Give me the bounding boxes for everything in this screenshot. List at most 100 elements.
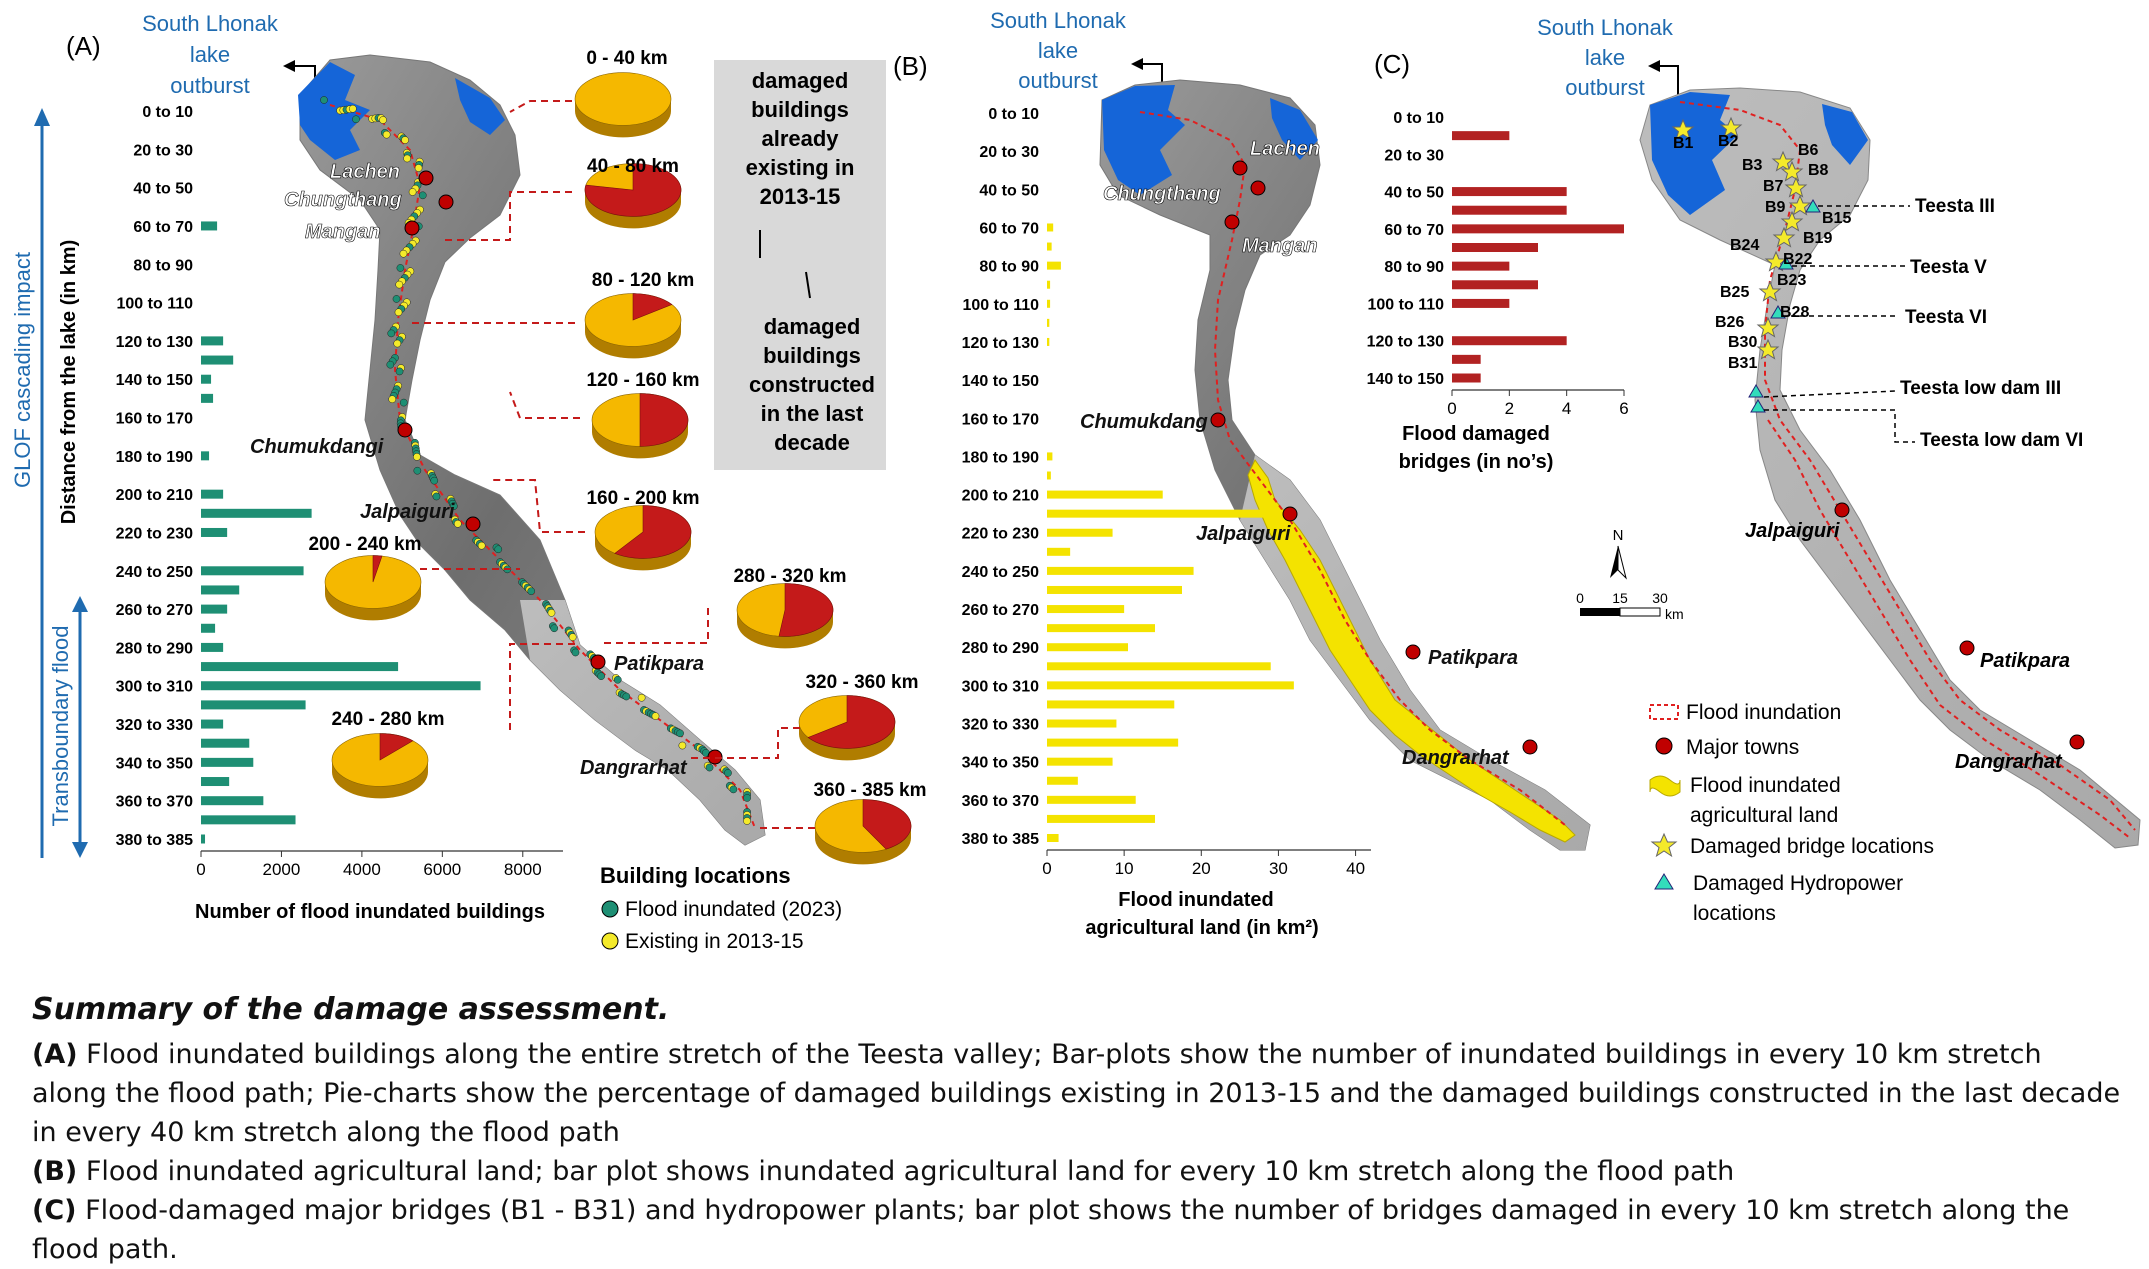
bar-280-to-290 — [1047, 643, 1128, 652]
y-tick-label: 140 to 150 — [962, 373, 1039, 390]
pie-label-120-160km: 120 - 160 km — [586, 370, 699, 391]
y-tick-label: 340 to 350 — [962, 755, 1039, 772]
y-tick-label: 60 to 70 — [1384, 222, 1444, 239]
y-tick-label: 0 to 10 — [142, 104, 193, 121]
bar-370-to-380 — [201, 815, 296, 825]
pie-label-280-320km: 280 - 320 km — [733, 566, 846, 587]
hydro-marker-4 — [1748, 384, 1764, 398]
x-tick-label: 0 — [196, 860, 205, 879]
hydro-marker-2 — [1778, 256, 1794, 270]
bridge-label-b7: B7 — [1763, 178, 1784, 195]
bridge-star-12 — [1756, 338, 1780, 360]
town-label-dangrarhat-c: Dangrarhat — [1955, 751, 2063, 773]
y-tick-label: 120 to 130 — [116, 334, 193, 351]
x-tick-label: 10 — [1115, 859, 1134, 878]
building-dot — [394, 308, 403, 317]
x-axis-label-a: Number of flood inundated buildings — [195, 901, 545, 923]
y-tick-label: 20 to 30 — [1384, 147, 1444, 164]
town-label-chungthang-b: Chungthang — [1103, 183, 1221, 205]
figure-caption: Summary of the damage assessment. (A) Fl… — [32, 990, 2122, 1269]
building-dot — [571, 648, 580, 657]
glacier-patches-b — [1102, 85, 1318, 195]
legend-c-bridges: Damaged bridge locations — [1690, 835, 1934, 858]
bar-220-to-230 — [201, 527, 228, 537]
lake-label-b-3: outburst — [1018, 68, 1098, 93]
glof-side-label: GLOF cascading impact — [10, 252, 35, 488]
building-dot — [494, 545, 503, 554]
y-tick-label: 100 to 110 — [117, 296, 194, 313]
bar-200-to-210 — [201, 489, 224, 499]
y-tick-label: 200 to 210 — [962, 488, 1039, 505]
box-new-line-1: damaged — [764, 314, 861, 339]
bar-100-to-110 — [1047, 299, 1051, 308]
town-marker-jalpaiguri-a — [465, 516, 481, 532]
scale-tick-0: 0 — [1576, 590, 1584, 606]
bar-120-to-130 — [1452, 336, 1567, 346]
legend-a-title: Building locations — [600, 863, 791, 888]
caption-c-tag: (C) — [32, 1195, 77, 1226]
flood-path-a — [329, 104, 756, 829]
bar-380-to-385 — [201, 834, 206, 844]
pie-label-40-80km: 40 - 80 km — [587, 156, 679, 177]
building-dots — [320, 96, 751, 825]
y-tick-label: 160 to 170 — [116, 411, 193, 428]
building-dot — [408, 188, 417, 196]
north-arrow-icon — [1610, 546, 1618, 578]
town-label-chumukdang-b: Chumukdang — [1080, 411, 1208, 433]
building-dot — [547, 608, 556, 617]
glof-arrowhead-top — [34, 108, 50, 126]
bridge-label-b31: B31 — [1728, 355, 1757, 372]
trans-side-label: Transboundary flood — [48, 626, 73, 827]
building-dot — [637, 693, 646, 702]
bar-80-to-90 — [1047, 261, 1061, 270]
town-marker-mangan-a — [404, 220, 420, 236]
building-dot — [399, 398, 408, 407]
figure-canvas: (A) South Lhonak lake outburst GLOF casc… — [10, 8, 2141, 953]
x-axis-label-c-1: Flood damaged — [1402, 423, 1550, 445]
bar-190-to-200 — [1047, 471, 1051, 480]
x-tick-label: 2 — [1505, 399, 1514, 418]
scale-unit: km — [1665, 606, 1684, 622]
bar-290-to-300 — [201, 662, 399, 672]
building-dot — [413, 453, 421, 461]
bar-chart-agri-land: 0 to 10 20 to 30 40 to 50 60 to 70 80 to 90 1… — [962, 106, 1371, 878]
bar-100-to-110 — [1452, 298, 1510, 308]
legend-c-agri-1: Flood inundated — [1690, 774, 1841, 797]
bridge-star-11 — [1756, 316, 1780, 338]
building-dot — [418, 191, 427, 200]
hydro-label-teesta-vi: Teesta VI — [1905, 307, 1987, 328]
building-dot — [413, 466, 422, 475]
building-dot — [320, 96, 328, 104]
caption-a-tag: (A) — [32, 1039, 78, 1070]
lake-label-a-2: lake — [190, 42, 230, 67]
glacier-patches-c — [1650, 92, 1868, 215]
building-dot — [724, 769, 732, 777]
y-tick-label: 380 to 385 — [116, 832, 193, 849]
pie-label-320-360km: 320 - 360 km — [805, 672, 918, 693]
box-new-line-4: in the last — [761, 401, 864, 426]
town-marker-lachen-b — [1232, 160, 1248, 176]
y-tick-label: 300 to 310 — [962, 678, 1039, 695]
bar-60-to-70 — [1047, 223, 1054, 232]
town-marker-patikpara-b — [1405, 644, 1421, 660]
bar-240-to-250 — [1047, 566, 1194, 575]
town-label-lachen-b: Lachen — [1250, 138, 1320, 160]
bridge-label-b2: B2 — [1718, 133, 1739, 150]
bar-320-to-330 — [201, 719, 224, 729]
y-tick-label: 220 to 230 — [962, 526, 1039, 543]
building-dot — [392, 295, 401, 303]
pie-slice-new-320-360km — [807, 695, 896, 749]
building-dot — [477, 541, 486, 550]
legend-marker-inundated — [601, 900, 619, 918]
x-tick-label: 0 — [1447, 399, 1456, 418]
plains-shade-b — [1240, 455, 1590, 850]
building-dot — [597, 672, 605, 680]
building-dot — [399, 249, 408, 258]
pie-connectors — [410, 100, 815, 829]
building-dot — [387, 329, 396, 338]
caption-a: (A) Flood inundated buildings along the … — [32, 1035, 2122, 1152]
bridge-star-2 — [1719, 116, 1743, 138]
caption-b-text: Flood inundated agricultural land; bar p… — [77, 1156, 1735, 1187]
plains-shade-a — [520, 600, 765, 845]
bar-70-to-80 — [1047, 242, 1052, 251]
